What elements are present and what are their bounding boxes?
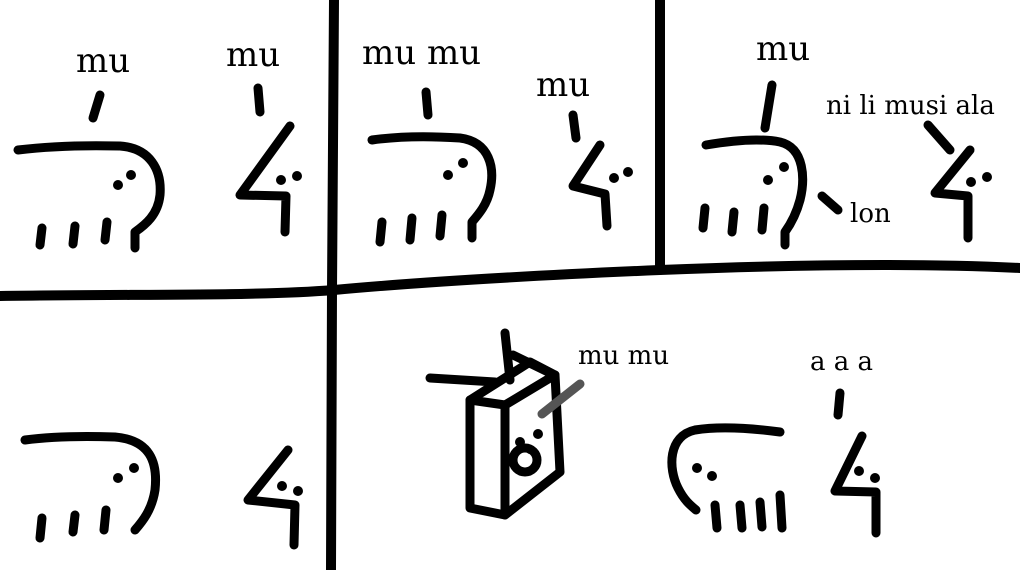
panel-5: mu mu a a a <box>425 328 881 538</box>
bird-creature-small <box>923 120 992 243</box>
speech-text: mu <box>756 29 810 69</box>
bird-creature-small <box>830 388 881 538</box>
radio-device <box>425 328 585 520</box>
speech-text: mu mu <box>362 33 481 73</box>
panel-1: mu mu <box>13 35 302 253</box>
bird-creature-large <box>698 80 843 250</box>
speech-text: mu <box>226 35 280 75</box>
bird-creature-small <box>243 445 303 550</box>
bird-creature-small <box>235 83 302 237</box>
bird-creature-large <box>13 90 165 253</box>
bird-creature-large <box>367 87 497 247</box>
bird-creature-small <box>568 110 633 231</box>
speech-text: mu <box>536 65 590 105</box>
speech-text: mu <box>76 41 130 81</box>
panel-4 <box>20 431 303 550</box>
speech-text: a a a <box>810 347 873 377</box>
panel-3: mu ni li musi ala lon <box>698 29 995 250</box>
bird-creature-large <box>20 431 161 543</box>
panel-2: mu mu mu <box>362 33 633 247</box>
bird-creature-large <box>667 423 787 533</box>
speech-text: ni li musi ala <box>826 91 995 121</box>
speech-text: mu mu <box>578 341 669 371</box>
speech-text: lon <box>850 199 891 229</box>
